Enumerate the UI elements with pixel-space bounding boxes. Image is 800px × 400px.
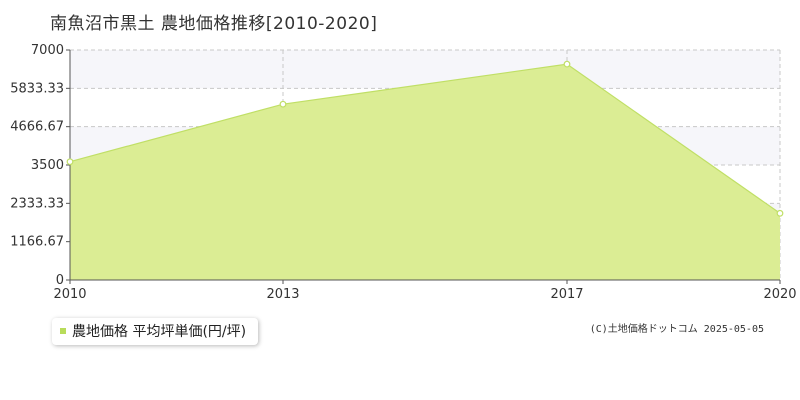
series-line bbox=[69, 63, 781, 214]
y-tick-label: 4666.67 bbox=[10, 120, 64, 135]
y-tick-label: 0 bbox=[56, 273, 64, 288]
data-point bbox=[66, 158, 74, 166]
x-tick-label: 2013 bbox=[266, 287, 299, 302]
x-tick-label: 2020 bbox=[763, 287, 796, 302]
x-tick-label: 2017 bbox=[550, 287, 583, 302]
data-point bbox=[563, 60, 571, 68]
chart-title: 南魚沼市黒土 農地価格推移[2010-2020] bbox=[50, 14, 378, 34]
y-tick-label: 1166.67 bbox=[10, 235, 64, 250]
y-tick-label: 7000 bbox=[31, 43, 64, 58]
y-tick-label: 5833.33 bbox=[10, 81, 64, 96]
data-markers bbox=[66, 60, 784, 217]
data-point bbox=[279, 100, 287, 108]
legend-swatch bbox=[60, 328, 66, 334]
legend-label: 農地価格 平均坪単価(円/坪) bbox=[72, 324, 247, 340]
y-tick-label: 3500 bbox=[31, 158, 64, 173]
x-tick-label: 2010 bbox=[53, 287, 86, 302]
y-tick-labels: 0 1166.67 2333.33 3500 4666.67 5833.33 7000 bbox=[10, 43, 64, 288]
y-tick-label: 2333.33 bbox=[10, 196, 64, 211]
data-area bbox=[69, 63, 781, 280]
data-point bbox=[776, 209, 784, 217]
grid-band bbox=[70, 50, 780, 89]
series-area bbox=[70, 64, 780, 280]
x-tick-labels: 2010 2013 2017 2020 bbox=[53, 287, 796, 302]
copyright-text: (C)土地価格ドットコム 2025-05-05 bbox=[589, 324, 764, 335]
legend: 農地価格 平均坪単価(円/坪) bbox=[52, 318, 259, 345]
